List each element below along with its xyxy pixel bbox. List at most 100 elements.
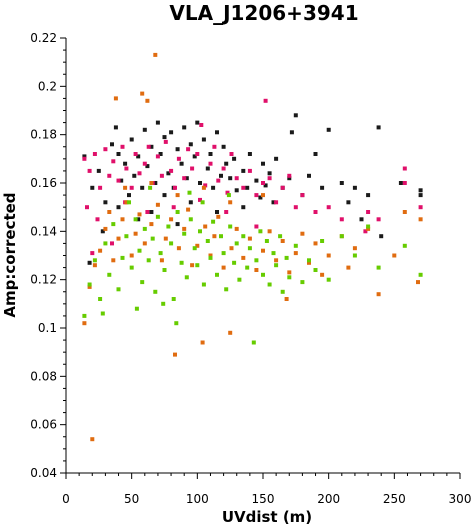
data-point <box>245 265 250 270</box>
y-tick-label: 0.2 <box>38 79 57 93</box>
data-point <box>186 207 191 212</box>
data-point <box>326 205 331 210</box>
data-point <box>229 152 234 156</box>
data-point <box>133 152 138 156</box>
data-point <box>85 205 89 210</box>
data-point <box>258 229 263 234</box>
data-point <box>98 248 103 253</box>
data-point <box>98 297 103 301</box>
data-point <box>284 255 289 260</box>
data-point <box>418 272 423 277</box>
data-point <box>100 311 105 316</box>
data-point <box>163 236 168 241</box>
data-point <box>263 183 268 188</box>
data-point <box>300 280 305 285</box>
data-point <box>280 239 285 243</box>
data-point <box>145 210 150 214</box>
data-point <box>201 185 206 190</box>
data-point <box>90 251 95 256</box>
data-point <box>418 217 423 222</box>
data-point <box>169 168 174 173</box>
data-point <box>398 181 403 185</box>
data-point <box>267 176 272 181</box>
data-point <box>203 183 208 188</box>
data-point <box>136 217 141 222</box>
data-point <box>155 154 160 159</box>
data-point <box>87 284 92 289</box>
data-point <box>116 152 121 156</box>
data-point <box>158 152 163 156</box>
data-point <box>155 214 160 219</box>
data-point <box>169 241 174 246</box>
data-point <box>241 205 246 210</box>
data-point <box>110 142 114 147</box>
data-point <box>133 217 138 222</box>
data-point <box>96 168 101 173</box>
data-point <box>175 147 180 152</box>
data-point <box>287 173 292 178</box>
data-point <box>120 217 125 222</box>
data-point <box>352 185 357 190</box>
data-point <box>134 306 139 311</box>
data-point <box>184 176 189 181</box>
data-point <box>211 185 216 190</box>
data-point <box>190 263 195 268</box>
data-point <box>120 255 125 260</box>
data-point <box>162 193 167 198</box>
data-point <box>234 226 239 231</box>
data-point <box>313 268 318 272</box>
data-point <box>169 130 174 135</box>
data-point <box>219 173 223 178</box>
data-point <box>346 200 351 205</box>
data-point <box>158 251 163 256</box>
data-point <box>241 234 246 239</box>
data-point <box>224 161 229 166</box>
y-tick-label: 0.1 <box>38 321 57 335</box>
data-point <box>146 258 151 263</box>
data-point <box>247 152 252 156</box>
data-point <box>182 231 187 236</box>
data-point <box>159 173 164 178</box>
data-point <box>120 144 125 149</box>
data-point <box>293 243 298 248</box>
data-point <box>186 147 191 152</box>
data-point <box>352 253 357 258</box>
data-point <box>208 255 213 260</box>
data-point <box>234 241 239 246</box>
data-point <box>87 282 92 287</box>
data-point <box>215 130 219 135</box>
data-point <box>179 260 184 265</box>
data-point <box>110 241 114 246</box>
data-point <box>103 200 108 205</box>
data-point <box>228 330 233 335</box>
data-point <box>142 127 147 132</box>
data-point <box>366 226 371 231</box>
y-tick-label: 0.04 <box>30 466 57 480</box>
data-point <box>228 176 233 181</box>
data-point <box>188 142 193 147</box>
data-point <box>201 137 206 142</box>
data-point <box>247 168 252 173</box>
x-tick-label: 0 <box>62 492 70 506</box>
data-point <box>418 205 423 210</box>
data-point <box>82 156 87 161</box>
chart-title: VLA_J1206+3941 <box>169 1 358 25</box>
data-point <box>188 217 193 222</box>
data-point <box>313 152 318 156</box>
data-point <box>232 156 237 161</box>
data-point <box>199 123 204 127</box>
data-point <box>129 137 134 142</box>
data-point <box>163 139 168 144</box>
data-point <box>82 313 87 318</box>
data-point <box>176 156 181 161</box>
data-point <box>149 181 154 185</box>
data-point <box>376 292 381 297</box>
data-point <box>320 185 325 190</box>
data-point <box>234 176 239 181</box>
data-point <box>90 437 95 442</box>
data-point <box>140 91 145 96</box>
data-point <box>107 210 112 214</box>
data-point <box>271 251 276 256</box>
data-point <box>119 178 124 183</box>
